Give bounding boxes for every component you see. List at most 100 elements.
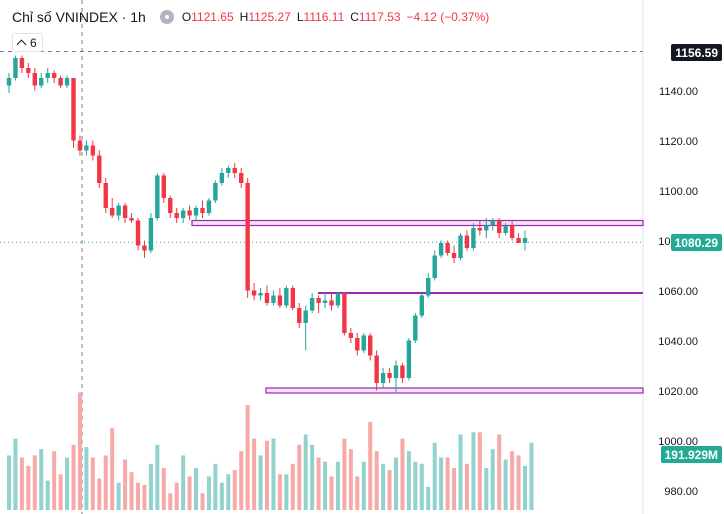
candle-body bbox=[368, 335, 373, 356]
volume-bar bbox=[232, 470, 237, 510]
candle-body bbox=[303, 310, 308, 323]
volume-bar bbox=[477, 432, 482, 510]
volume-bar bbox=[374, 451, 379, 510]
volume-bar bbox=[161, 468, 166, 510]
price-axis-tick: 1000.00 bbox=[658, 436, 698, 448]
candle-body bbox=[406, 340, 412, 378]
volume-bar bbox=[65, 457, 70, 510]
volume-bar bbox=[503, 459, 508, 510]
volume-bar bbox=[32, 455, 37, 510]
candle-body bbox=[445, 243, 450, 253]
volume-bar bbox=[239, 451, 244, 510]
volume-bar bbox=[523, 465, 527, 510]
candle-body bbox=[193, 208, 199, 216]
candle-body bbox=[161, 175, 166, 198]
candle-body bbox=[232, 168, 237, 173]
volume-bar bbox=[213, 463, 218, 510]
volume-bar bbox=[310, 444, 315, 510]
volume-bar bbox=[219, 482, 224, 510]
volume-bar bbox=[335, 461, 340, 510]
volume-bar bbox=[342, 438, 347, 510]
candle-body bbox=[374, 355, 379, 383]
candle-body bbox=[219, 173, 225, 183]
candle-body bbox=[226, 168, 231, 173]
candle-body bbox=[380, 373, 386, 383]
volume-bar bbox=[174, 482, 179, 510]
symbol-title[interactable]: Chỉ số VNINDEX · 1h bbox=[12, 9, 146, 25]
volume-bar bbox=[206, 476, 211, 510]
market-status-icon bbox=[159, 10, 174, 24]
candle-body bbox=[174, 213, 179, 218]
candle-body bbox=[497, 220, 502, 233]
candle-body bbox=[277, 295, 283, 306]
candle-body bbox=[264, 293, 270, 303]
volume-bar bbox=[497, 434, 502, 510]
candle-body bbox=[13, 58, 18, 78]
crosshair-price-tag: 1156.59 bbox=[671, 44, 722, 61]
volume-bar bbox=[452, 468, 457, 510]
volume-bar bbox=[194, 468, 199, 510]
volume-bar bbox=[394, 457, 398, 510]
candle-body bbox=[148, 218, 154, 251]
candle-body bbox=[284, 288, 289, 306]
volume-bar bbox=[445, 457, 450, 510]
candle-body bbox=[26, 68, 31, 73]
volume-bar bbox=[439, 457, 444, 510]
volume-bar bbox=[71, 444, 76, 510]
volume-bar bbox=[84, 447, 89, 510]
volume-bar bbox=[97, 478, 102, 510]
candle-body bbox=[58, 78, 63, 86]
candle-body bbox=[464, 235, 470, 248]
support-resistance-zone bbox=[191, 219, 644, 227]
candle-body bbox=[516, 238, 521, 243]
candle-body bbox=[458, 235, 463, 258]
candle-body bbox=[387, 373, 392, 378]
low-value: L1116.11 bbox=[296, 10, 345, 24]
volume-bar bbox=[426, 486, 431, 510]
candle-body bbox=[426, 278, 431, 296]
volume-bar bbox=[400, 438, 405, 510]
candle-body bbox=[142, 245, 147, 251]
volume-bar bbox=[155, 444, 160, 510]
volume-bar bbox=[277, 474, 282, 510]
candle-body bbox=[509, 225, 515, 238]
candle-body bbox=[258, 293, 263, 296]
candle-body bbox=[322, 300, 328, 303]
candle-body bbox=[355, 338, 360, 351]
high-value: H1125.27 bbox=[239, 10, 291, 24]
volume-bar bbox=[381, 463, 386, 510]
volume-bar bbox=[258, 455, 263, 510]
candle-body bbox=[90, 145, 96, 156]
volume-bar bbox=[361, 461, 366, 510]
candle-body bbox=[71, 78, 76, 141]
volume-bar bbox=[110, 428, 115, 510]
volume-bar bbox=[303, 434, 308, 510]
indicators-toggle-button[interactable]: 6 bbox=[12, 33, 43, 52]
candle-body bbox=[110, 208, 115, 216]
volume-bar bbox=[271, 438, 276, 510]
volume-bar bbox=[226, 474, 231, 510]
volume-bar bbox=[316, 457, 321, 510]
volume-bar bbox=[368, 421, 373, 510]
candle-body bbox=[297, 308, 302, 323]
volume-bar bbox=[123, 459, 128, 510]
close-value: C1117.53 bbox=[350, 10, 401, 24]
candle-body bbox=[168, 198, 173, 213]
candle-body bbox=[213, 183, 218, 201]
volume-bar bbox=[413, 461, 418, 510]
volume-bar bbox=[148, 463, 153, 510]
candle-body bbox=[432, 255, 437, 278]
volume-bar bbox=[200, 493, 205, 510]
candle-body bbox=[6, 78, 12, 86]
candle-body bbox=[51, 73, 57, 78]
candle-body bbox=[400, 365, 405, 378]
candle-body bbox=[309, 298, 315, 311]
volume-bar bbox=[387, 470, 392, 510]
volume-bar bbox=[252, 438, 257, 510]
volume-bar bbox=[355, 476, 360, 510]
price-axis-tick: 1020.00 bbox=[658, 386, 698, 398]
volume-bar bbox=[77, 392, 82, 510]
candle-body bbox=[471, 228, 476, 248]
volume-bar bbox=[26, 465, 31, 510]
